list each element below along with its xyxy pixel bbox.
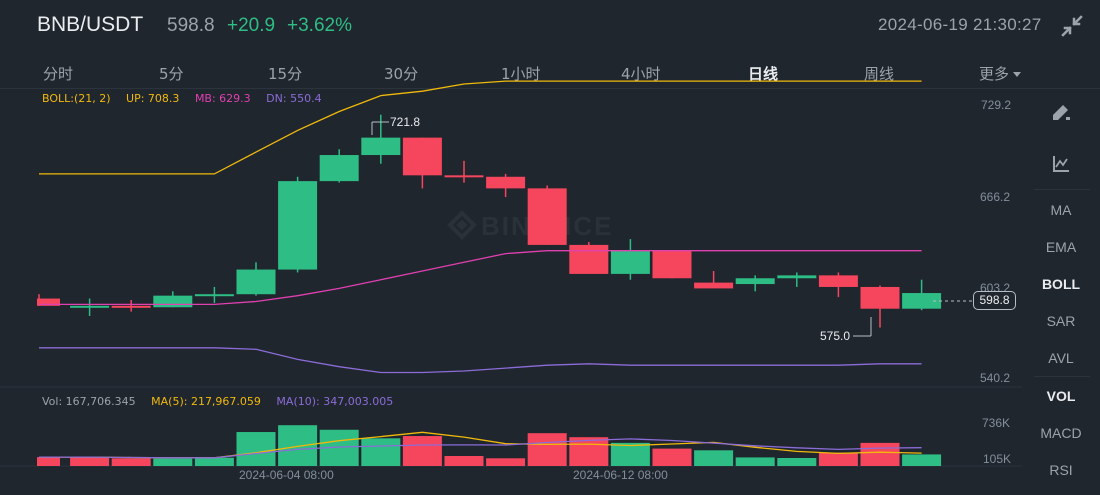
current-price-tag: 598.8 [973,291,1016,310]
x-axis-date: 2024-06-12 08:00 [573,468,668,482]
trading-pair[interactable]: BNB/USDT [37,13,144,36]
tab-1h[interactable]: 1小时 [501,65,541,83]
header: BNB/USDT 598.8 +20.9 +3.62% 2024-06-19 2… [0,0,1100,55]
tab-4h[interactable]: 4小时 [621,65,661,83]
last-price: 598.8 [167,15,215,36]
indicator-ma[interactable]: MA [1050,202,1072,218]
current-datetime: 2024-06-19 21:30:27 [878,15,1042,34]
volume-ma10-value: MA(10): 347,003.005 [276,395,394,408]
boll-params: BOLL:(21, 2) [42,92,111,105]
price-axis-tick: 666.2 [980,190,1011,204]
tab-1w[interactable]: 周线 [864,65,895,83]
caret-down-icon [1013,72,1022,77]
low-marker-label: 575.0 [820,329,851,343]
price-axis-tick: 540.2 [980,371,1011,385]
low-marker [853,317,872,337]
volume-value: Vol: 167,706.345 [42,395,136,408]
volume-ma5-value: MA(5): 217,967.059 [151,395,261,408]
indicator-boll[interactable]: BOLL [1041,276,1081,292]
indicator-ema[interactable]: EMA [1045,239,1077,255]
tab-5m[interactable]: 5分 [159,65,184,83]
tab-more[interactable]: 更多 [979,63,1022,84]
indicator-sidebar: MA EMA BOLL SAR AVL VOL MACD RSI [1022,90,1100,495]
indicator-chart-icon[interactable] [1022,154,1100,177]
volume-ma-lines [39,431,922,459]
price-change: +20.9 [227,15,276,36]
x-axis-date: 2024-06-04 08:00 [239,468,334,482]
boll-legend: BOLL:(21, 2) UP: 708.3 MB: 629.3 DN: 550… [42,92,334,105]
candles-group [37,114,942,328]
interval-tabs: 分时 5分 15分 30分 1小时 4小时 日线 周线 更多 [0,55,1100,89]
indicator-sar[interactable]: SAR [1046,313,1076,329]
tab-time[interactable]: 分时 [43,65,74,83]
boll-lines [39,80,922,374]
indicator-macd[interactable]: MACD [1040,425,1082,441]
tab-15m[interactable]: 15分 [268,65,303,83]
indicator-rsi[interactable]: RSI [1049,462,1073,478]
sidebar-divider [1034,376,1090,377]
sidebar-divider [1034,189,1090,190]
indicator-avl[interactable]: AVL [1048,350,1074,366]
volume-legend: Vol: 167,706.345 MA(5): 217,967.059 MA(1… [42,395,405,408]
volume-bars [37,425,942,466]
volume-axis-tick: 105K [983,452,1012,466]
high-marker-label: 721.8 [390,115,421,129]
tab-1d[interactable]: 日线 [748,65,779,83]
boll-mb-value: MB: 629.3 [194,92,251,105]
boll-up-value: UP: 708.3 [126,92,180,105]
collapse-arrows-icon[interactable] [1060,14,1084,38]
draw-pencil-icon[interactable] [1022,102,1100,127]
tab-more-label: 更多 [979,65,1010,83]
boll-dn-value: DN: 550.4 [266,92,322,105]
price-axis-tick: 729.2 [981,98,1012,112]
indicator-vol[interactable]: VOL [1046,388,1076,404]
high-marker [371,121,389,135]
tab-30m[interactable]: 30分 [384,65,419,83]
price-change-percent: +3.62% [287,15,352,36]
volume-axis-tick: 736K [982,416,1011,430]
